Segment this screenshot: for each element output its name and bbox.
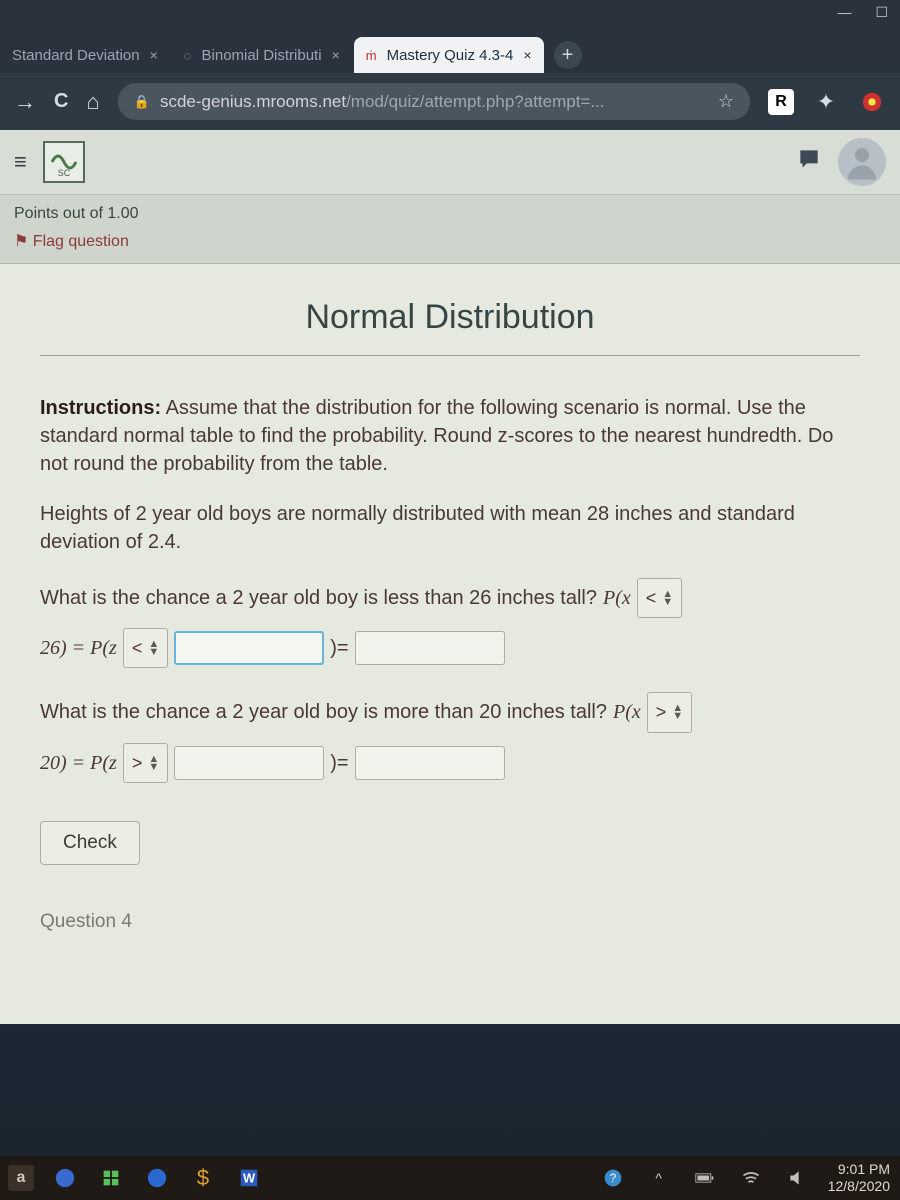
menu-icon[interactable]: ≡ [14, 149, 27, 175]
tab-binomial[interactable]: ◌ Binomial Distributi × [172, 37, 352, 73]
q2-px: P(x [613, 693, 641, 731]
tab-label: Mastery Quiz 4.3-4 [387, 47, 514, 64]
taskbar-tray-icon[interactable]: ^ [644, 1163, 674, 1193]
address-bar[interactable]: 🔒 scde-genius.mrooms.net/mod/quiz/attemp… [118, 83, 750, 120]
taskbar-wifi-icon[interactable] [736, 1163, 766, 1193]
q1-l2-a: 26) = P(z [40, 629, 117, 667]
lock-icon: 🔒 [134, 94, 150, 110]
comment-icon[interactable] [796, 146, 822, 178]
taskbar-app-icon[interactable]: $ [188, 1163, 218, 1193]
site-header: ≡ SC [0, 130, 900, 195]
chevron-updown-icon: ▲▼ [662, 590, 673, 606]
q2-prompt: What is the chance a 2 year old boy is m… [40, 693, 607, 731]
svg-text:?: ? [609, 1172, 616, 1185]
reload-button[interactable]: C [54, 90, 68, 113]
quiz-content: Normal Distribution Instructions: Assume… [0, 264, 900, 1024]
eq-text: )= [330, 629, 348, 667]
bookmark-star-icon[interactable]: ☆ [718, 91, 734, 112]
url-text: scde-genius.mrooms.net/mod/quiz/attempt.… [160, 92, 605, 112]
q2-op2-select[interactable]: > ▲▼ [123, 743, 168, 783]
taskbar-app-icon[interactable] [96, 1163, 126, 1193]
tab-label: Binomial Distributi [202, 47, 322, 64]
taskbar-sound-icon[interactable] [782, 1163, 812, 1193]
q2-l2-a: 20) = P(z [40, 744, 117, 782]
close-icon[interactable]: × [150, 47, 158, 63]
check-button[interactable]: Check [40, 821, 140, 865]
tab-favicon-icon: ṁ [366, 48, 377, 63]
q2-op1-select[interactable]: > ▲▼ [647, 692, 692, 732]
instructions-bold: Instructions: [40, 397, 161, 419]
taskbar-app-a[interactable]: a [8, 1165, 34, 1191]
home-button[interactable]: ⌂ [86, 89, 99, 115]
quiz-heading: Normal Distribution [40, 298, 860, 356]
svg-text:SC: SC [58, 168, 71, 178]
url-domain: scde-genius.mrooms.net [160, 92, 346, 111]
extension-misc-icon[interactable] [858, 88, 886, 116]
q1-prob-input[interactable] [355, 631, 505, 665]
site-logo[interactable]: SC [43, 141, 85, 183]
taskbar-clock[interactable]: 9:01 PM 12/8/2020 [828, 1161, 892, 1195]
flag-question-link[interactable]: ⚑ Flag question [14, 227, 886, 255]
taskbar-battery-icon[interactable] [690, 1163, 720, 1193]
close-icon[interactable]: × [523, 47, 531, 63]
taskbar-help-icon[interactable]: ? [598, 1163, 628, 1193]
extension-puzzle-icon[interactable]: ✦ [812, 88, 840, 116]
user-avatar[interactable] [838, 138, 886, 186]
clock-time: 9:01 PM [828, 1161, 890, 1178]
select-value: > [656, 695, 667, 729]
taskbar: a $ W ? ^ 9:01 PM 12/8/2020 [0, 1156, 900, 1200]
nav-bar: → C ⌂ 🔒 scde-genius.mrooms.net/mod/quiz/… [0, 73, 900, 130]
svg-text:W: W [243, 1171, 256, 1186]
tab-standard-deviation[interactable]: Standard Deviation × [0, 37, 170, 73]
url-path: /mod/quiz/attempt.php?attempt=... [346, 92, 604, 111]
tab-favicon-icon: ◌ [184, 48, 192, 63]
taskbar-app-icon[interactable] [142, 1163, 172, 1193]
q1-zscore-input[interactable] [174, 631, 324, 665]
tab-strip: Standard Deviation × ◌ Binomial Distribu… [0, 21, 900, 73]
q1-op1-select[interactable]: < ▲▼ [637, 578, 682, 618]
extension-r-icon[interactable]: R [768, 89, 794, 115]
instructions: Instructions: Assume that the distributi… [40, 394, 860, 478]
browser-chrome: — ☐ Standard Deviation × ◌ Binomial Dist… [0, 0, 900, 130]
chevron-updown-icon: ▲▼ [148, 755, 159, 771]
chevron-updown-icon: ▲▼ [148, 640, 159, 656]
q2-zscore-input[interactable] [174, 746, 324, 780]
q1-prompt: What is the chance a 2 year old boy is l… [40, 579, 597, 617]
select-value: < [646, 581, 657, 615]
maximize-button[interactable]: ☐ [875, 4, 888, 21]
forward-button[interactable]: → [14, 89, 36, 115]
taskbar-word-icon[interactable]: W [234, 1163, 264, 1193]
q2-line1: What is the chance a 2 year old boy is m… [40, 692, 860, 732]
taskbar-app-icon[interactable] [50, 1163, 80, 1193]
q2-line2: 20) = P(z > ▲▼ )= [40, 743, 860, 783]
q1-line2: 26) = P(z < ▲▼ )= [40, 628, 860, 668]
minimize-button[interactable]: — [837, 4, 851, 21]
new-tab-button[interactable]: + [554, 41, 582, 69]
next-question-label: Question 4 [40, 911, 860, 933]
chevron-updown-icon: ▲▼ [672, 704, 683, 720]
scenario-text: Heights of 2 year old boys are normally … [40, 500, 860, 556]
eq-text: )= [330, 744, 348, 782]
q1-px: P(x [603, 579, 631, 617]
select-value: < [132, 631, 143, 665]
q2-prob-input[interactable] [355, 746, 505, 780]
question-meta: Points out of 1.00 ⚑ Flag question [0, 195, 900, 264]
close-icon[interactable]: × [332, 47, 340, 63]
q1-line1: What is the chance a 2 year old boy is l… [40, 578, 860, 618]
points-label: Points out of 1.00 [14, 201, 886, 227]
window-controls: — ☐ [0, 0, 900, 21]
tab-label: Standard Deviation [12, 47, 140, 64]
clock-date: 12/8/2020 [828, 1178, 890, 1195]
select-value: > [132, 746, 143, 780]
tab-mastery-quiz[interactable]: ṁ Mastery Quiz 4.3-4 × [354, 37, 544, 73]
q1-op2-select[interactable]: < ▲▼ [123, 628, 168, 668]
